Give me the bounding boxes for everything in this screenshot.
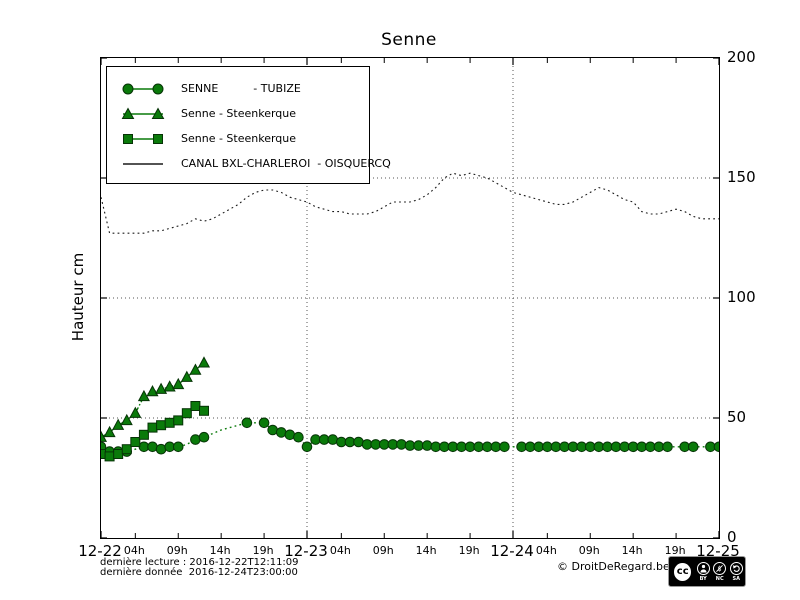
circle-marker <box>293 431 304 443</box>
square-marker <box>121 444 132 455</box>
square-marker <box>156 420 167 431</box>
square-marker-icon <box>123 133 163 144</box>
cc-nc-label: NC <box>715 575 724 582</box>
cc-by-group: BY <box>695 561 711 582</box>
circle-marker <box>267 424 278 436</box>
cc-by-person-icon <box>696 561 710 575</box>
circle-marker <box>172 441 184 453</box>
creative-commons-badge: cc BY $ NC <box>668 556 746 587</box>
chart-title: Senne <box>381 30 437 50</box>
y-tick-label: 100 <box>727 288 756 306</box>
circle-marker <box>396 439 407 450</box>
x-hour-label: 04h <box>535 544 557 557</box>
footer-info: dernière lecture : 2016-12-22T12:11:09 d… <box>100 558 299 578</box>
cc-by-label: BY <box>699 575 707 582</box>
circle-marker <box>284 429 296 441</box>
square-marker <box>181 408 192 419</box>
triangle-marker <box>155 382 168 394</box>
circle-marker <box>258 417 270 429</box>
square-marker <box>113 449 124 459</box>
triangle-marker <box>129 406 142 418</box>
y-tick-label: 200 <box>727 48 756 66</box>
circle-marker <box>662 441 673 453</box>
x-hour-label: 04h <box>123 544 145 557</box>
legend-label: SENNE - TUBIZE <box>181 82 301 95</box>
triangle-marker <box>112 418 125 430</box>
copyright-text: © DroitDeRegard.be <box>557 560 670 573</box>
circle-marker <box>421 440 433 451</box>
triangle-marker <box>137 389 150 402</box>
cc-nc-dollar-icon: $ <box>713 561 727 575</box>
series-line-3 <box>101 172 719 234</box>
circle-marker <box>155 443 167 455</box>
legend-item-tubize: SENNE - TUBIZE <box>107 76 369 101</box>
y-tick-label: 50 <box>727 408 747 426</box>
triangle-marker <box>146 385 159 397</box>
square-marker <box>199 405 209 416</box>
triangle-marker <box>189 363 202 375</box>
legend-label: CANAL BXL-CHARLEROI - OISQUERCQ <box>181 157 391 170</box>
square-marker <box>173 415 184 426</box>
x-day-label: 12-24 <box>490 542 534 560</box>
y-tick-label: 150 <box>727 168 756 186</box>
triangle-marker <box>197 356 211 368</box>
x-hour-label: 19h <box>458 544 480 557</box>
square-marker <box>147 422 158 433</box>
cc-logo-icon: cc <box>673 561 693 582</box>
cc-sa-label: SA <box>732 575 740 582</box>
circle-marker <box>198 431 210 443</box>
cc-nc-group: $ NC <box>712 561 728 582</box>
circle-marker <box>713 441 719 453</box>
last-reading-text: dernière lecture : 2016-12-22T12:11:09 <box>100 557 299 568</box>
cc-sa-group: SA <box>728 561 744 582</box>
legend-item-steenkerque-2: Senne - Steenkerque <box>107 126 369 151</box>
legend-item-canal: CANAL BXL-CHARLEROI - OISQUERCQ <box>107 151 391 176</box>
plot-area <box>100 57 720 539</box>
legend-item-steenkerque-1: Senne - Steenkerque <box>107 101 369 126</box>
y-axis-label: Hauteur cm <box>69 252 87 342</box>
square-marker <box>104 451 115 462</box>
circle-marker <box>190 434 201 445</box>
legend-label: Senne - Steenkerque <box>181 132 297 145</box>
last-data-text: dernière donnée 2016-12-24T23:00:00 <box>100 567 298 578</box>
circle-marker <box>499 441 510 453</box>
x-hour-label: 14h <box>415 544 437 557</box>
line-marker-icon <box>123 162 163 165</box>
triangle-marker <box>120 413 133 426</box>
circle-marker <box>275 427 287 438</box>
plot-canvas <box>101 58 719 538</box>
circle-marker <box>687 441 699 453</box>
circle-marker <box>301 441 313 453</box>
x-hour-label: 04h <box>329 544 351 557</box>
triangle-marker <box>101 430 108 442</box>
circle-marker <box>147 441 158 453</box>
x-hour-label: 19h <box>252 544 274 557</box>
triangle-marker <box>103 425 116 438</box>
square-marker <box>130 437 141 447</box>
legend-label: Senne - Steenkerque <box>181 107 297 120</box>
triangle-marker <box>163 380 176 392</box>
y-tick-label: 0 <box>727 528 737 546</box>
cc-sa-arrow-icon <box>729 561 743 575</box>
x-hour-label: 14h <box>209 544 231 557</box>
square-marker <box>164 417 175 428</box>
legend-box: SENNE - TUBIZE Senne - Steenkerque Senne… <box>106 66 391 184</box>
triangle-marker <box>172 377 185 390</box>
triangle-marker-icon <box>121 106 165 119</box>
circle-marker <box>241 417 253 429</box>
square-marker <box>190 401 201 411</box>
circle-marker <box>353 436 364 448</box>
x-hour-label: 14h <box>621 544 643 557</box>
circle-marker-icon <box>122 83 164 94</box>
x-hour-label: 09h <box>166 544 188 557</box>
triangle-marker <box>180 370 193 382</box>
x-hour-label: 09h <box>578 544 600 557</box>
x-hour-label: 09h <box>372 544 394 557</box>
circle-marker <box>327 434 339 445</box>
square-marker <box>138 429 149 440</box>
